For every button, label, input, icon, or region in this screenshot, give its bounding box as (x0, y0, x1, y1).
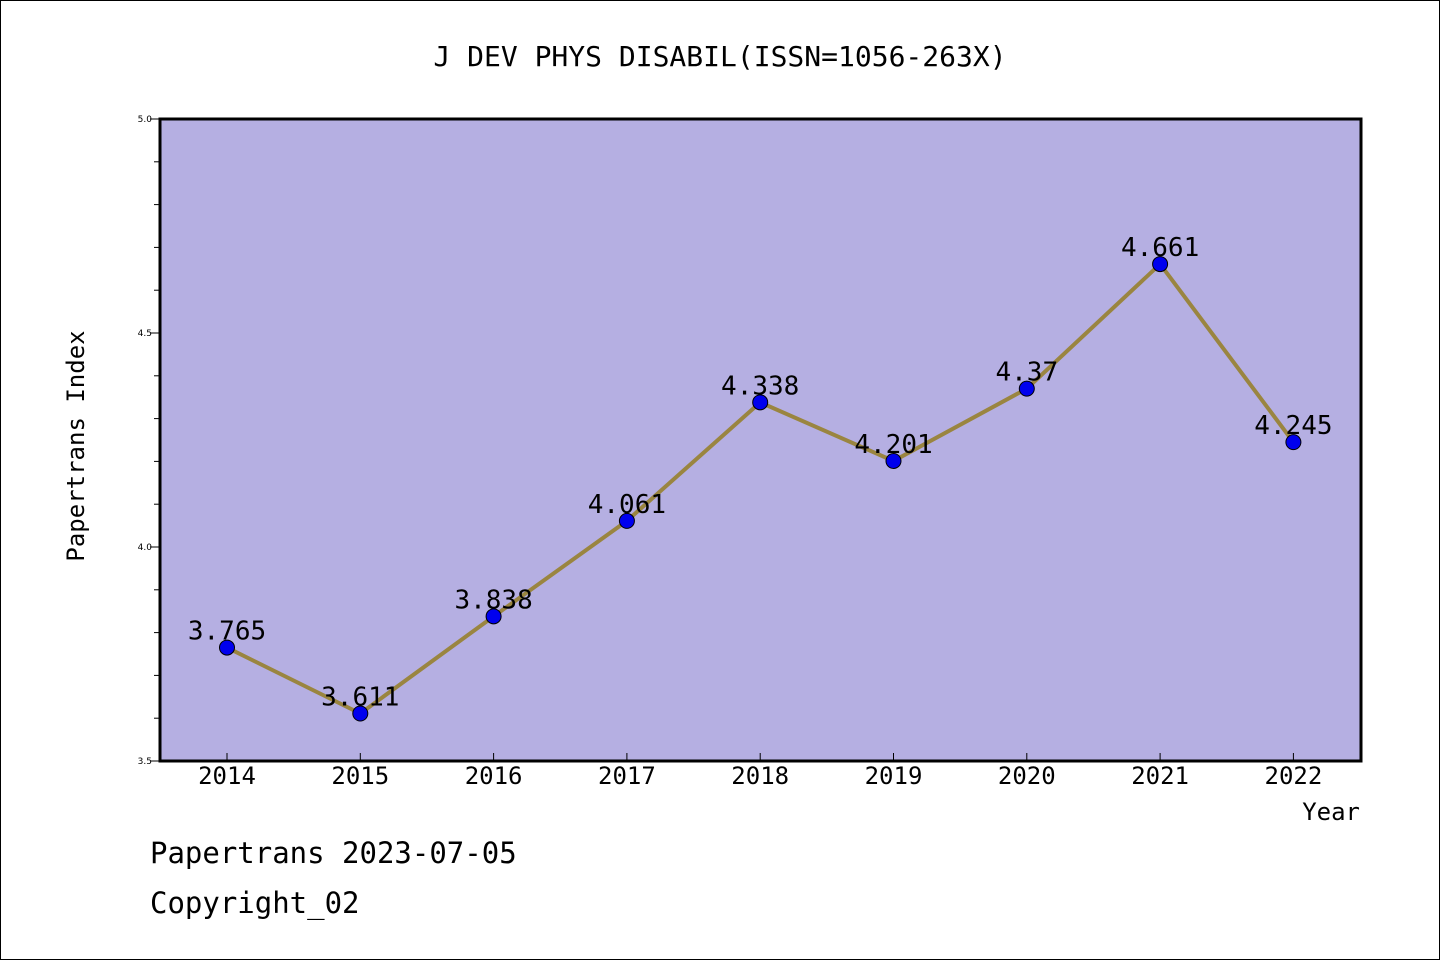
data-label-layer: 3.765 3.611 3.838 4.061 4.338 4.201 4.37 4.661 4… (188, 233, 1333, 712)
x-axis-label: Year (1302, 798, 1360, 826)
y-tick-label: 4.0 (138, 543, 153, 553)
chart-title: J DEV PHYS DISABIL(ISSN=1056-263X) (433, 40, 1006, 73)
plot-area (158, 117, 1363, 763)
x-tick-label: 2016 (465, 762, 523, 790)
y-tick-label: 5.0 (138, 115, 153, 125)
data-label: 4.061 (588, 490, 666, 520)
data-point (752, 394, 769, 411)
data-label: 4.245 (1254, 411, 1332, 441)
data-point (219, 639, 235, 656)
data-label: 4.201 (854, 430, 932, 460)
data-point (352, 705, 369, 722)
data-point (1285, 434, 1302, 451)
y-tick-label: 3.5 (138, 757, 152, 767)
data-label: 4.37 (995, 358, 1058, 388)
marker-layer (219, 256, 1302, 722)
x-tick-label: 2019 (865, 762, 923, 790)
footer-date: Papertrans 2023-07-05 (150, 836, 517, 870)
x-tick-label: 2020 (998, 762, 1056, 790)
data-label: 3.765 (188, 617, 266, 647)
x-tick-label: 2017 (598, 762, 656, 790)
data-label: 3.611 (321, 682, 399, 712)
x-tick-label: 2015 (331, 762, 389, 790)
x-axis: 2014 2015 2016 2017 2018 2019 2020 2021 2022 (198, 753, 1322, 790)
x-tick-label: 2021 (1131, 762, 1189, 790)
data-point (1018, 380, 1035, 397)
footer-copyright: Copyright_02 (150, 886, 360, 920)
y-axis-label: Papertrans Index (62, 330, 90, 561)
x-tick-label: 2014 (198, 762, 256, 790)
y-tick-label: 4.5 (138, 329, 152, 339)
data-point (1152, 256, 1169, 273)
data-label: 3.838 (454, 585, 532, 615)
data-point (885, 452, 902, 469)
data-point (618, 512, 635, 529)
x-tick-label: 2018 (731, 762, 789, 790)
data-point (485, 608, 502, 625)
x-tick-label: 2022 (1265, 762, 1323, 790)
data-label: 4.661 (1121, 233, 1199, 263)
data-label: 4.338 (721, 371, 799, 401)
y-axis: 3.5 4.0 4.5 5.0 (138, 115, 160, 767)
